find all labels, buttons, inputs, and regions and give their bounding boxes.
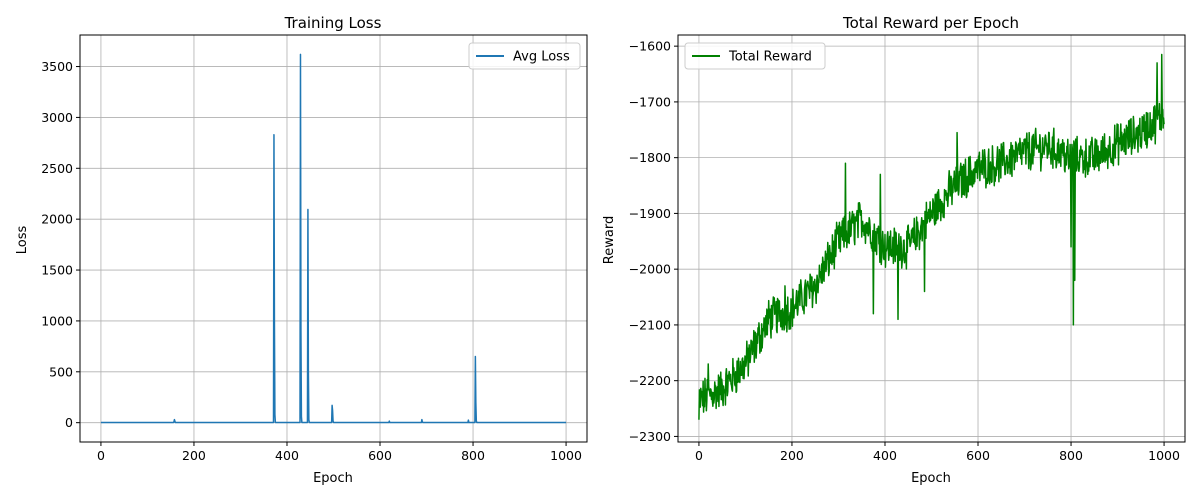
- reward-axes-frame: [677, 34, 1186, 443]
- loss-grid: [80, 35, 587, 442]
- reward-legend-box: [684, 42, 826, 70]
- reward-y-tick-label: −1800: [629, 150, 671, 165]
- loss-legend-box: [468, 42, 581, 70]
- reward-y-axis-label: Reward: [602, 216, 617, 264]
- reward-legend-label: Total Reward: [728, 50, 812, 65]
- reward-x-tick-label: 0: [695, 448, 703, 463]
- loss-y-tick-label: 1500: [41, 263, 73, 278]
- loss-x-ticks: 0 200 400 600 800 1000: [97, 442, 582, 463]
- reward-y-tick-label: −1600: [629, 39, 671, 54]
- loss-legend: Avg Loss: [468, 42, 581, 70]
- reward-y-tick-label: −2200: [629, 373, 671, 388]
- loss-x-tick-label: 0: [97, 448, 105, 463]
- loss-y-tick-label: 3000: [41, 110, 73, 125]
- loss-y-tick-label: 2500: [41, 161, 73, 176]
- loss-chart: 0 200 400 600 800 1000 0 500 1000 1500 2000 2500 30…: [15, 14, 588, 486]
- reward-y-ticks: −2300 −2200 −2100 −2000 −1900 −1800 −1700 −1600: [629, 39, 678, 444]
- reward-x-tick-label: 600: [966, 448, 990, 463]
- loss-x-tick-label: 400: [275, 448, 299, 463]
- reward-y-tick-label: −2100: [629, 317, 671, 332]
- loss-x-tick-label: 200: [182, 448, 206, 463]
- loss-y-tick-label: 0: [65, 415, 73, 430]
- loss-y-tick-label: 500: [49, 364, 73, 379]
- loss-x-tick-label: 800: [461, 448, 485, 463]
- loss-chart-title: Training Loss: [284, 14, 382, 32]
- reward-y-tick-label: −2300: [629, 429, 671, 444]
- loss-axes-frame: [79, 34, 588, 443]
- loss-x-axis-label: Epoch: [313, 471, 353, 486]
- reward-series-line: [698, 53, 1165, 420]
- reward-plot-area: [678, 35, 1185, 442]
- reward-y-tick-label: −2000: [629, 262, 671, 277]
- loss-legend-label: Avg Loss: [513, 50, 570, 65]
- reward-legend: Total Reward: [684, 42, 826, 70]
- loss-x-tick-label: 600: [368, 448, 392, 463]
- reward-chart: 0 200 400 600 800 1000 −2300 −2200 −2100 −2000 −1…: [602, 14, 1186, 486]
- loss-plot-area: [80, 35, 587, 442]
- reward-x-tick-label: 400: [873, 448, 897, 463]
- reward-chart-title: Total Reward per Epoch: [842, 14, 1019, 32]
- reward-x-tick-label: 1000: [1148, 448, 1180, 463]
- loss-lines: [100, 53, 567, 424]
- loss-y-tick-label: 1000: [41, 313, 73, 328]
- loss-y-tick-label: 2000: [41, 212, 73, 227]
- reward-grid: [678, 35, 1185, 442]
- loss-series-line: [100, 53, 567, 424]
- reward-y-tick-label: −1900: [629, 206, 671, 221]
- reward-x-ticks: 0 200 400 600 800 1000: [695, 442, 1180, 463]
- reward-y-tick-label: −1700: [629, 94, 671, 109]
- loss-y-tick-label: 3500: [41, 59, 73, 74]
- loss-y-ticks: 0 500 1000 1500 2000 2500 3000 3500: [41, 59, 80, 430]
- reward-x-axis-label: Epoch: [911, 471, 951, 486]
- reward-lines: [698, 53, 1165, 420]
- loss-y-axis-label: Loss: [15, 226, 30, 255]
- reward-x-tick-label: 200: [780, 448, 804, 463]
- loss-x-tick-label: 1000: [550, 448, 582, 463]
- reward-x-tick-label: 800: [1059, 448, 1083, 463]
